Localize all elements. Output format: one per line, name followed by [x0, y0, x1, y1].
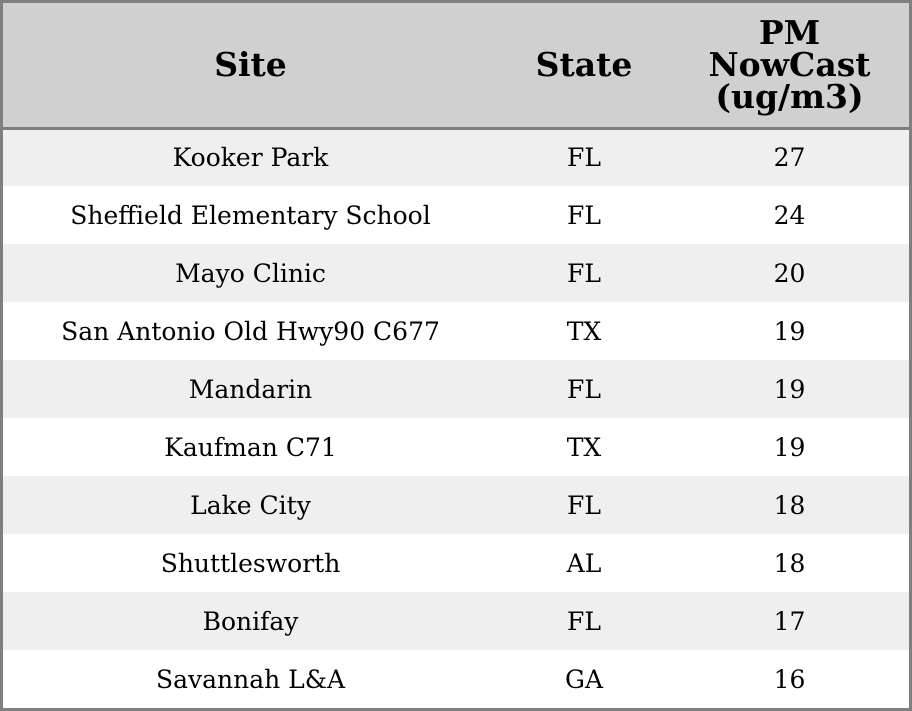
state-cell: FL — [567, 490, 601, 520]
site-cell: Savannah L&A — [155, 664, 346, 694]
pm-value-cell: 20 — [773, 258, 806, 288]
state-cell: FL — [567, 374, 601, 404]
state-cell: TX — [566, 316, 602, 346]
site-cell: Mandarin — [188, 374, 313, 404]
table-row: Kaufman C71 TX 19 — [3, 418, 909, 476]
table-body: Kooker Park FL 27 Sheffield Elementary Scho… — [3, 128, 909, 708]
state-cell: GA — [564, 664, 604, 694]
table-row: Savannah L&A GA 16 — [3, 650, 909, 708]
site-cell: San Antonio Old Hwy90 C677 — [61, 316, 440, 346]
table-row: Kooker Park FL 27 — [3, 128, 909, 186]
state-cell: FL — [567, 258, 601, 288]
site-cell: Sheffield Elementary School — [70, 200, 431, 230]
pm-value-cell: 19 — [773, 316, 806, 346]
site-cell: Mayo Clinic — [175, 258, 326, 288]
table-row: San Antonio Old Hwy90 C677 TX 19 — [3, 302, 909, 360]
pm-value-cell: 19 — [773, 432, 806, 462]
pm-value-cell: 18 — [773, 548, 806, 578]
table-row: Sheffield Elementary School FL 24 — [3, 186, 909, 244]
pm-nowcast-table: Site State PM NowCast (ug/m3) Kooker Par… — [3, 3, 909, 708]
pm-value-cell: 27 — [773, 143, 806, 173]
header-row: Site State PM NowCast (ug/m3) — [3, 3, 909, 130]
table-row: Lake City FL 18 — [3, 476, 909, 534]
header-pm-nowcast: PM NowCast (ug/m3) — [670, 3, 909, 130]
table-row: Shuttlesworth AL 18 — [3, 534, 909, 592]
pm-value-cell: 24 — [773, 200, 806, 230]
site-cell: Kaufman C71 — [164, 432, 337, 462]
state-cell: AL — [566, 548, 602, 578]
state-cell: FL — [567, 143, 601, 173]
site-cell: Kooker Park — [172, 143, 329, 173]
table-row: Mayo Clinic FL 20 — [3, 244, 909, 302]
site-cell: Lake City — [190, 490, 311, 520]
header-state: State — [498, 3, 670, 130]
table-row: Mandarin FL 19 — [3, 360, 909, 418]
table-row: Bonifay FL 17 — [3, 592, 909, 650]
pm-value-cell: 16 — [773, 664, 806, 694]
header-site: Site — [3, 3, 498, 130]
state-cell: FL — [567, 606, 601, 636]
header-state-line: State — [535, 44, 633, 84]
state-cell: TX — [566, 432, 602, 462]
pm-value-cell: 17 — [773, 606, 806, 636]
header-pm-line-1: PM — [758, 12, 821, 52]
pm-value-cell: 18 — [773, 490, 806, 520]
header-pm-line-3: (ug/m3) — [715, 76, 864, 116]
table-header: Site State PM NowCast (ug/m3) — [3, 3, 909, 130]
header-site-line: Site — [214, 44, 287, 84]
site-cell: Shuttlesworth — [160, 548, 341, 578]
header-pm-line-2: NowCast — [708, 44, 871, 84]
state-cell: FL — [567, 200, 601, 230]
pm-value-cell: 19 — [773, 374, 806, 404]
site-cell: Bonifay — [202, 606, 299, 636]
